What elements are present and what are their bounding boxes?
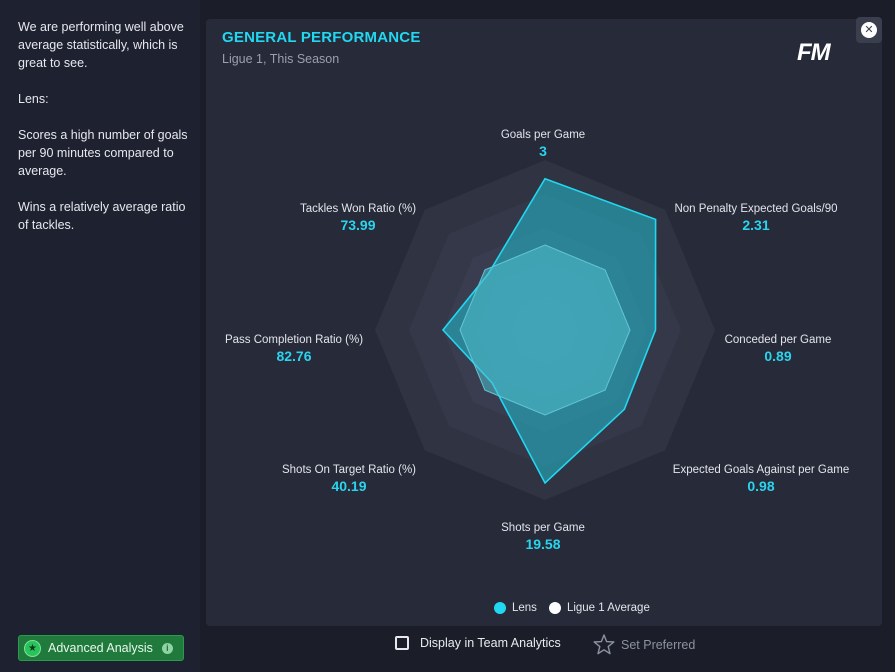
metric-name: Shots per Game xyxy=(501,522,585,534)
star-outline-icon xyxy=(593,634,615,655)
metric-value: 19.58 xyxy=(525,536,561,552)
card-subtitle: Ligue 1, This Season xyxy=(222,52,340,66)
analysis-text: We are performing well above average sta… xyxy=(18,18,196,252)
metric-value: 2.31 xyxy=(742,217,770,233)
metric-value: 40.19 xyxy=(331,478,367,494)
analysis-paragraph: Wins a relatively average ratio of tackl… xyxy=(18,200,186,232)
metric-value: 0.98 xyxy=(747,478,775,494)
radar-axis-label: Expected Goals Against per Game 0.98 xyxy=(661,464,861,494)
metric-value: 82.76 xyxy=(276,348,312,364)
display-team-analytics-toggle[interactable]: Display in Team Analytics xyxy=(395,636,561,650)
analysis-paragraph: We are performing well above average sta… xyxy=(18,20,184,70)
close-icon: ✕ xyxy=(861,22,877,38)
metric-name: Conceded per Game xyxy=(724,334,832,346)
metric-name: Shots On Target Ratio (%) xyxy=(281,464,416,476)
display-team-analytics-label: Display in Team Analytics xyxy=(420,636,561,650)
metric-name: Pass Completion Ratio (%) xyxy=(224,334,364,346)
info-icon[interactable]: i xyxy=(161,642,173,654)
close-button[interactable]: ✕ xyxy=(856,17,882,43)
radar-axis-label: Shots On Target Ratio (%) 40.19 xyxy=(249,464,449,494)
analysis-paragraph: Scores a high number of goals per 90 min… xyxy=(18,128,188,178)
radar-axis-label: Tackles Won Ratio (%) 73.99 xyxy=(258,203,458,233)
metric-value: 73.99 xyxy=(340,217,376,233)
legend-dot-average xyxy=(548,602,561,614)
metric-value: 0.89 xyxy=(764,348,792,364)
legend-label-average: Ligue 1 Average xyxy=(566,602,650,614)
radar-series xyxy=(441,177,657,485)
legend-item-team[interactable]: Lens xyxy=(494,602,537,614)
metric-name: Non Penalty Expected Goals/90 xyxy=(674,203,838,215)
analysis-panel: We are performing well above average sta… xyxy=(0,0,200,672)
legend-label-team: Lens xyxy=(512,602,537,614)
metric-name: Goals per Game xyxy=(500,129,586,141)
fm-logo: FM xyxy=(797,39,831,66)
analysis-paragraph: Lens: xyxy=(18,92,49,106)
radar-axis-label: Non Penalty Expected Goals/90 2.31 xyxy=(656,203,856,233)
radar-series-average xyxy=(459,244,631,416)
radar-axis-label: Pass Completion Ratio (%) 82.76 xyxy=(194,334,394,364)
card-title: GENERAL PERFORMANCE xyxy=(222,29,421,46)
metric-name: Tackles Won Ratio (%) xyxy=(299,203,417,215)
advanced-analysis-button[interactable]: ★ Advanced Analysis i xyxy=(18,635,184,661)
legend-dot-team xyxy=(494,602,506,614)
radar-axis-label: Shots per Game 19.58 xyxy=(443,522,643,552)
set-preferred-button[interactable]: Set Preferred xyxy=(593,634,695,655)
star-icon: ★ xyxy=(24,639,41,657)
legend-item-average[interactable]: Ligue 1 Average xyxy=(548,602,650,614)
radar-axis-label: Goals per Game 3 xyxy=(443,129,643,159)
checkbox-icon[interactable] xyxy=(395,636,409,650)
metric-name: Expected Goals Against per Game xyxy=(672,464,850,476)
set-preferred-label: Set Preferred xyxy=(621,637,696,652)
metric-value: 3 xyxy=(539,143,547,159)
chart-legend: Lens Ligue 1 Average xyxy=(494,602,662,614)
radar-axis-label: Conceded per Game 0.89 xyxy=(678,334,878,364)
advanced-analysis-label: Advanced Analysis xyxy=(48,641,153,655)
